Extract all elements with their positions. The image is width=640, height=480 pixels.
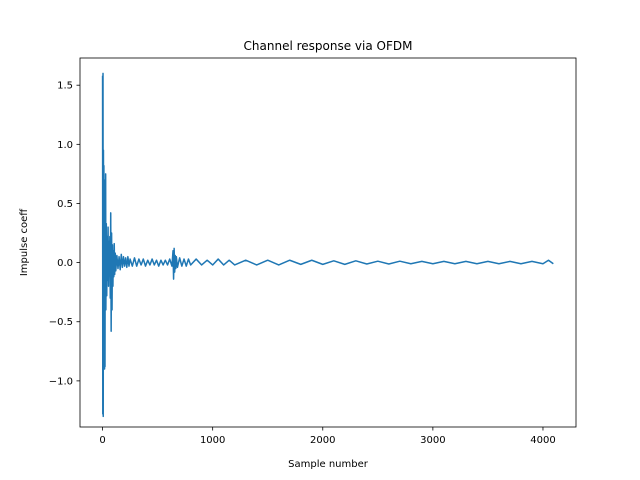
chart-title: Channel response via OFDM xyxy=(244,39,413,53)
y-tick-label: 1.0 xyxy=(57,140,73,151)
y-tick-label: 0.0 xyxy=(57,258,73,269)
x-axis-ticks: 0 1000 2000 3000 4000 xyxy=(99,427,556,446)
x-tick-label: 2000 xyxy=(310,435,335,446)
y-tick-label: 0.5 xyxy=(57,199,73,210)
plot-area xyxy=(101,72,554,418)
y-axis-label: Impulse coeff xyxy=(19,208,30,276)
y-axis-ticks: −1.0 −0.5 0.0 0.5 1.0 1.5 xyxy=(49,81,80,387)
x-tick-label: 4000 xyxy=(530,435,555,446)
y-tick-label: −0.5 xyxy=(49,317,73,328)
y-tick-label: 1.5 xyxy=(57,81,73,92)
y-tick-label: −1.0 xyxy=(49,376,73,387)
x-tick-label: 1000 xyxy=(200,435,225,446)
series-line-0 xyxy=(101,72,554,418)
x-tick-label: 3000 xyxy=(420,435,445,446)
axes-frame xyxy=(79,57,577,428)
x-tick-label: 0 xyxy=(99,435,105,446)
x-axis-label: Sample number xyxy=(288,459,369,470)
